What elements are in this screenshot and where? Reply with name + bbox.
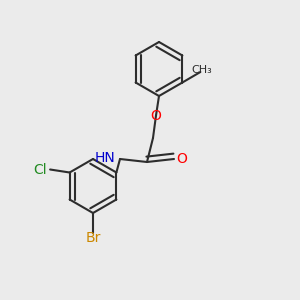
Text: CH₃: CH₃ bbox=[191, 64, 212, 75]
Text: O: O bbox=[176, 152, 187, 166]
Text: Br: Br bbox=[85, 231, 101, 245]
Text: HN: HN bbox=[95, 151, 116, 164]
Text: Cl: Cl bbox=[34, 163, 47, 176]
Text: O: O bbox=[151, 109, 161, 122]
